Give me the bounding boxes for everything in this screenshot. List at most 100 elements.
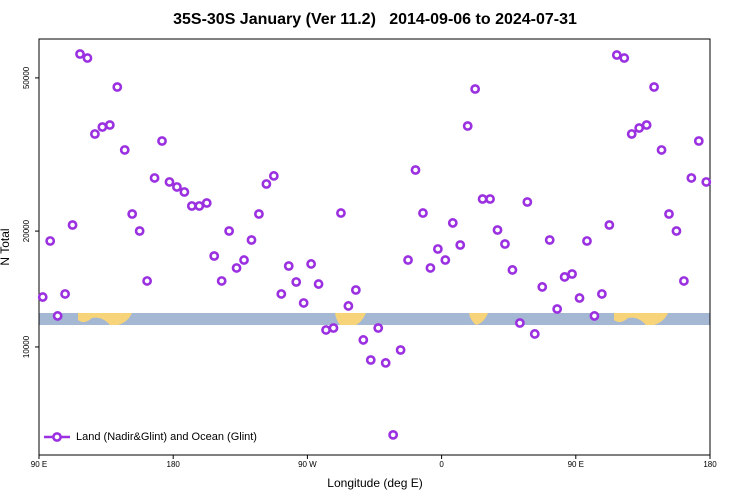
- point: [306, 259, 317, 269]
- y-axis-label: N Total: [0, 228, 12, 265]
- point: [216, 276, 227, 286]
- point: [45, 236, 56, 246]
- plot-frame: [38, 38, 711, 456]
- point: [567, 269, 577, 279]
- point: [157, 136, 167, 146]
- point: [231, 263, 242, 273]
- point: [246, 235, 257, 245]
- land: [614, 313, 668, 325]
- point: [537, 282, 548, 292]
- point: [104, 120, 115, 130]
- point: [336, 208, 346, 218]
- point: [485, 194, 495, 204]
- point: [172, 182, 182, 192]
- point: [649, 82, 659, 92]
- point: [514, 318, 525, 328]
- point: [52, 311, 63, 321]
- point: [395, 345, 406, 355]
- point: [179, 187, 190, 197]
- point: [492, 225, 503, 235]
- point: [447, 218, 458, 228]
- point: [582, 236, 592, 246]
- point: [134, 226, 145, 236]
- point: [529, 329, 540, 339]
- point: [276, 289, 287, 299]
- point: [634, 123, 645, 133]
- point: [522, 197, 533, 207]
- point: [470, 84, 481, 94]
- point: [127, 209, 138, 219]
- point: [60, 289, 70, 299]
- x-tick-label: 180: [167, 460, 181, 469]
- point: [701, 177, 712, 187]
- point: [112, 82, 123, 92]
- point: [589, 311, 600, 321]
- point: [186, 201, 197, 211]
- point: [432, 244, 443, 254]
- point: [455, 240, 466, 250]
- point: [477, 194, 488, 204]
- land: [469, 313, 488, 325]
- point: [671, 226, 682, 236]
- point: [693, 136, 704, 146]
- x-tick-label: 90 E: [31, 460, 47, 469]
- legend-marker: [52, 432, 62, 442]
- point: [350, 285, 361, 295]
- point: [201, 198, 212, 208]
- point: [90, 129, 100, 139]
- land: [335, 313, 366, 325]
- point: [254, 209, 264, 219]
- point: [552, 304, 563, 314]
- point: [574, 293, 585, 303]
- point: [365, 355, 376, 365]
- point: [149, 173, 160, 183]
- point: [544, 235, 555, 245]
- x-tick-label: 180: [703, 460, 717, 469]
- x-tick-label: 90 W: [298, 460, 317, 469]
- point: [239, 255, 249, 265]
- point: [142, 276, 153, 286]
- point: [462, 121, 473, 131]
- point: [298, 298, 309, 308]
- point: [418, 208, 428, 218]
- point: [75, 49, 85, 59]
- y-tick-label: 50000: [22, 66, 31, 89]
- point: [611, 50, 622, 60]
- point: [209, 251, 220, 261]
- point: [604, 220, 615, 230]
- y-tick-label: 10000: [22, 335, 31, 358]
- point: [119, 145, 130, 155]
- point: [67, 220, 78, 230]
- point: [261, 179, 272, 189]
- point: [268, 171, 279, 181]
- point: [97, 122, 108, 132]
- point: [664, 209, 674, 219]
- point: [619, 53, 630, 63]
- x-tick-label: 90 E: [568, 460, 584, 469]
- x-tick-label: 0: [439, 460, 444, 469]
- point: [440, 255, 451, 265]
- point: [559, 272, 570, 282]
- point: [194, 201, 205, 211]
- point: [410, 165, 421, 175]
- point: [343, 301, 354, 311]
- point: [82, 53, 93, 63]
- point: [224, 226, 235, 236]
- point: [425, 263, 436, 273]
- point: [596, 289, 607, 299]
- map-strip: [39, 313, 710, 325]
- point: [321, 325, 331, 335]
- point: [626, 129, 637, 139]
- chart-title: 35S-30S January (Ver 11.2) 2014-09-06 to…: [173, 11, 577, 28]
- point: [403, 255, 413, 265]
- point: [164, 177, 175, 187]
- land: [78, 313, 132, 325]
- point: [313, 279, 324, 289]
- point: [380, 358, 391, 368]
- point: [388, 429, 399, 440]
- ocean-band: [39, 313, 710, 325]
- point: [291, 277, 302, 287]
- point: [328, 323, 339, 333]
